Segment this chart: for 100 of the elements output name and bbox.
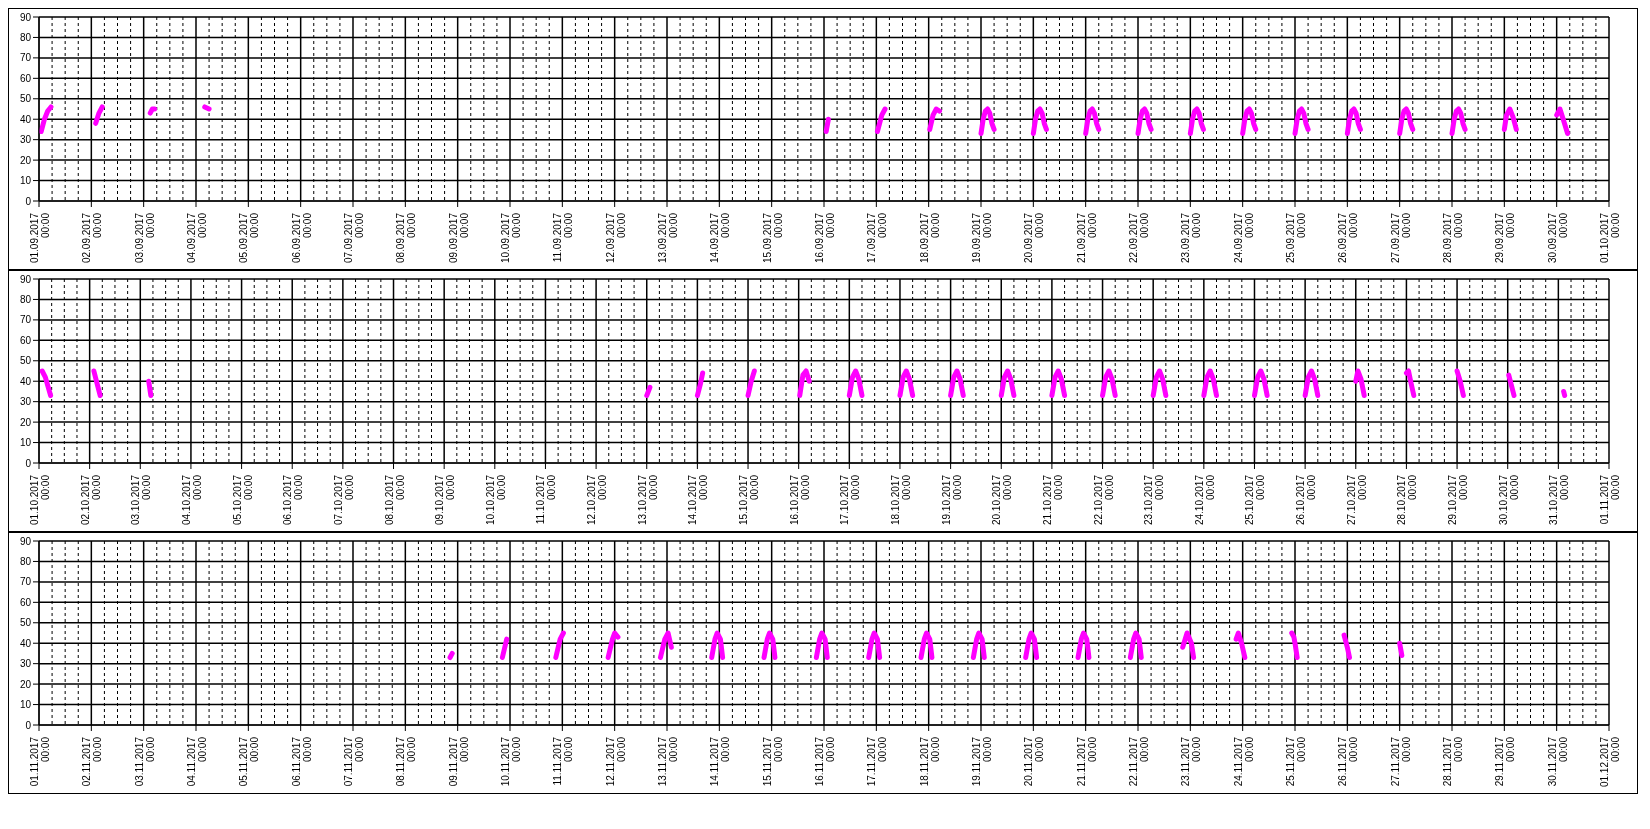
x-tick-label: 09.11.2017 00:00: [447, 736, 470, 787]
x-tick-label: 04.11.2017 00:00: [186, 736, 208, 787]
x-tick-label: 01.12.2017 00:00: [1599, 736, 1621, 788]
x-tick-label: 19.10.2017 00:00: [940, 474, 963, 526]
x-tick-label: 08.11.2017 00:00: [395, 736, 418, 787]
x-tick-label: 25.10.2017 00:00: [1244, 474, 1267, 526]
y-tick-label: 60: [19, 334, 32, 346]
x-tick-label: 20.11.2017 00:00: [1023, 736, 1046, 787]
x-tick-label: 14.11.2017 00:00: [709, 736, 732, 787]
x-tick-label: 23.09.2017 00:00: [1180, 212, 1203, 264]
x-tick-label: 09.09.2017 00:00: [447, 212, 470, 264]
x-tick-label: 10.11.2017 00:00: [500, 736, 522, 787]
x-tick-label: 15.09.2017 00:00: [761, 212, 784, 264]
y-tick-label: 30: [19, 134, 32, 146]
x-tick-label: 03.09.2017 00:00: [133, 212, 156, 264]
x-tick-label: 14.10.2017 00:00: [687, 474, 710, 526]
x-tick-label: 24.10.2017 00:00: [1193, 474, 1216, 526]
x-tick-label: 02.10.2017 00:00: [79, 474, 102, 526]
x-tick-label: 04.09.2017 00:00: [186, 212, 208, 264]
y-tick-label: 70: [19, 52, 32, 64]
x-tick-label: 05.11.2017 00:00: [238, 736, 261, 787]
x-tick-label: 25.09.2017 00:00: [1285, 212, 1307, 264]
x-tick-label: 06.11.2017 00:00: [290, 736, 313, 787]
x-tick-label: 01.11.2017 00:00: [1599, 474, 1621, 525]
x-tick-label: 21.09.2017 00:00: [1075, 212, 1098, 264]
x-tick-label: 07.09.2017 00:00: [343, 212, 365, 264]
x-tick-label: 25.11.2017 00:00: [1285, 736, 1307, 787]
x-tick-label: 10.10.2017 00:00: [484, 474, 507, 526]
x-tick-label: 11.09.2017 00:00: [552, 212, 575, 263]
y-tick-label: 90: [19, 273, 32, 285]
x-tick-label: 27.10.2017 00:00: [1345, 474, 1368, 526]
x-tick-label: 01.10.2017 00:00: [1599, 212, 1621, 264]
x-tick-label: 22.11.2017 00:00: [1128, 736, 1150, 787]
x-tick-label: 28.10.2017 00:00: [1396, 474, 1419, 526]
x-tick-label: 23.10.2017 00:00: [1143, 474, 1166, 526]
x-tick-label: 08.10.2017 00:00: [383, 474, 406, 526]
x-tick-label: 18.11.2017 00:00: [918, 736, 941, 787]
x-tick-label: 30.11.2017 00:00: [1546, 736, 1569, 787]
x-tick-label: 13.09.2017 00:00: [657, 212, 679, 264]
x-tick-label: 18.09.2017 00:00: [918, 212, 941, 264]
x-tick-label: 12.10.2017 00:00: [586, 474, 609, 526]
y-tick-label: 40: [19, 637, 32, 649]
y-tick-label: 20: [19, 416, 32, 428]
x-tick-label: 05.09.2017 00:00: [238, 212, 261, 264]
x-tick-label: 06.09.2017 00:00: [290, 212, 313, 264]
x-tick-label: 16.09.2017 00:00: [814, 212, 836, 264]
y-tick-label: 30: [19, 396, 32, 408]
x-tick-label: 23.11.2017 00:00: [1180, 736, 1203, 787]
x-tick-label: 21.10.2017 00:00: [1041, 474, 1064, 526]
x-tick-label: 11.11.2017 00:00: [552, 736, 575, 786]
x-tick-label: 22.09.2017 00:00: [1128, 212, 1150, 264]
x-tick-label: 26.10.2017 00:00: [1295, 474, 1318, 526]
x-tick-label: 15.10.2017 00:00: [738, 474, 761, 526]
x-tick-label: 16.10.2017 00:00: [788, 474, 811, 526]
x-tick-label: 21.11.2017 00:00: [1075, 736, 1098, 787]
x-tick-label: 04.10.2017 00:00: [180, 474, 203, 526]
x-tick-label: 28.09.2017 00:00: [1442, 212, 1464, 264]
y-tick-label: 30: [19, 658, 32, 670]
y-tick-label: 70: [19, 576, 32, 588]
y-tick-label: 70: [19, 314, 32, 326]
x-tick-label: 12.09.2017 00:00: [604, 212, 627, 264]
y-tick-label: 50: [19, 355, 32, 367]
x-tick-label: 27.09.2017 00:00: [1389, 212, 1412, 264]
x-tick-label: 28.11.2017 00:00: [1442, 736, 1464, 787]
y-tick-label: 60: [19, 596, 32, 608]
y-tick-label: 60: [19, 72, 32, 84]
x-tick-label: 11.10.2017 00:00: [535, 474, 558, 525]
y-tick-label: 50: [19, 93, 32, 105]
x-tick-label: 20.10.2017 00:00: [991, 474, 1014, 526]
x-tick-label: 16.11.2017 00:00: [814, 736, 836, 787]
y-tick-label: 50: [19, 617, 32, 629]
y-tick-label: 20: [19, 678, 32, 690]
x-tick-label: 13.11.2017 00:00: [657, 736, 679, 787]
x-tick-label: 01.10.2017 00:00: [29, 474, 51, 526]
x-tick-label: 06.10.2017 00:00: [282, 474, 305, 526]
y-tick-label: 90: [19, 11, 32, 23]
x-tick-label: 30.10.2017 00:00: [1497, 474, 1520, 526]
x-tick-label: 17.10.2017 00:00: [839, 474, 862, 526]
y-tick-label: 0: [25, 719, 32, 731]
x-tick-label: 07.11.2017 00:00: [343, 736, 365, 787]
y-tick-label: 0: [25, 457, 32, 469]
x-tick-label: 14.09.2017 00:00: [709, 212, 732, 264]
y-tick-label: 10: [19, 699, 32, 711]
y-tick-label: 10: [19, 437, 32, 449]
x-tick-label: 29.11.2017 00:00: [1494, 736, 1517, 787]
x-tick-label: 03.11.2017 00:00: [133, 736, 156, 787]
y-tick-label: 90: [19, 535, 32, 547]
x-tick-label: 24.09.2017 00:00: [1232, 212, 1255, 264]
x-tick-label: 07.10.2017 00:00: [332, 474, 355, 526]
x-tick-label: 01.09.2017 00:00: [29, 212, 51, 264]
x-tick-label: 26.09.2017 00:00: [1337, 212, 1360, 264]
y-tick-label: 10: [19, 175, 32, 187]
x-tick-label: 24.11.2017 00:00: [1232, 736, 1255, 787]
x-tick-label: 15.11.2017 00:00: [761, 736, 784, 787]
y-tick-label: 40: [19, 113, 32, 125]
x-tick-label: 29.10.2017 00:00: [1447, 474, 1470, 526]
y-tick-label: 0: [25, 195, 32, 207]
x-tick-label: 26.11.2017 00:00: [1337, 736, 1360, 787]
x-tick-label: 17.11.2017 00:00: [866, 736, 889, 787]
x-tick-label: 19.11.2017 00:00: [971, 736, 993, 787]
